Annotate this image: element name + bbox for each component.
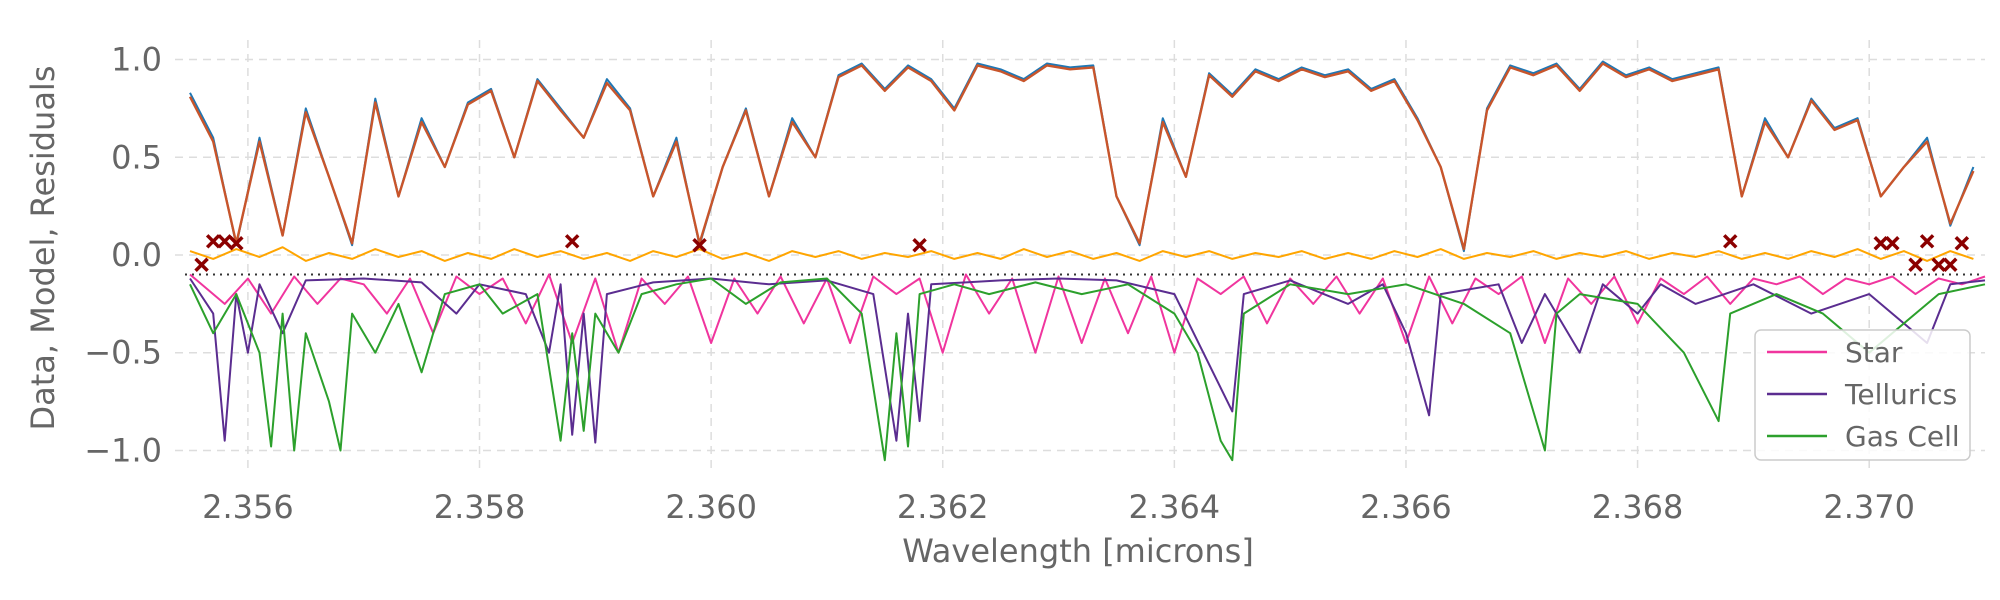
flagged-point-marker [692,237,707,253]
x-tick-label: 2.360 [665,488,757,526]
y-tick-label: 0.0 [111,236,162,274]
flagged-point-marker [1931,257,1946,273]
legend-label: Tellurics [1844,378,1957,411]
flagged-point-marker [1954,236,1970,251]
x-tick-label: 2.370 [1823,488,1915,526]
flagged-markers [194,234,1970,273]
data-series-line [189,60,1975,253]
legend-box [1754,329,1971,461]
flagged-point-marker [912,237,927,253]
series-layer [185,60,1986,462]
model-series-line [188,62,1975,251]
x-tick-label: 2.364 [1129,488,1221,526]
x-axis-ticks: 2.356 2.358 2.360 2.362 2.364 2.366 2.368 2.370 [202,488,1915,526]
x-tick-label: 2.356 [202,488,294,526]
flagged-point-marker [1885,236,1900,251]
y-axis-ticks: 1.0 0.5 0.0 −0.5 −1.0 [84,41,162,470]
y-tick-label: −0.5 [84,334,162,372]
flagged-point-marker [217,234,232,249]
y-axis-label: Data, Model, Residuals [24,66,62,431]
flagged-point-marker [205,234,221,249]
residuals-series-line [189,246,1974,262]
x-tick-label: 2.366 [1360,488,1452,526]
x-tick-label: 2.358 [434,488,526,526]
tellurics-series-line [189,277,1986,444]
legend-label: Gas Cell [1845,420,1960,453]
gas-cell-series-line [189,277,1986,462]
flagged-point-marker [229,236,244,251]
legend-label: Star [1845,336,1903,369]
x-axis-label: Wavelength [microns] [902,532,1254,570]
flagged-point-marker [1908,257,1923,273]
flagged-point-marker [1919,234,1935,249]
x-tick-label: 2.368 [1592,488,1684,526]
legend: Star Tellurics Gas Cell [1754,329,1971,461]
flagged-point-marker [1943,257,1958,273]
flagged-point-marker [1722,234,1738,249]
y-tick-label: 0.5 [111,138,162,176]
y-tick-label: −1.0 [84,431,162,469]
flagged-point-marker [1873,236,1889,251]
star-series-line [189,273,1986,354]
flagged-point-marker [564,234,580,249]
y-tick-label: 1.0 [111,41,162,79]
x-tick-label: 2.362 [897,488,989,526]
flagged-point-marker [194,257,209,273]
